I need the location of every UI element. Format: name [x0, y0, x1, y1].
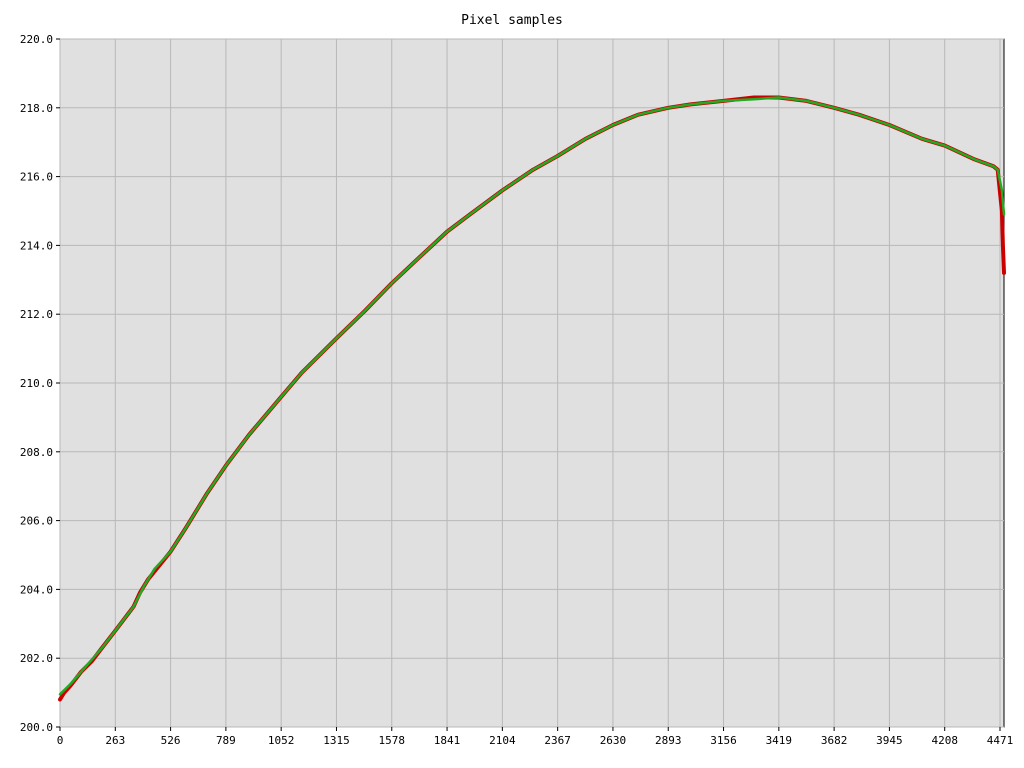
x-tick-label: 1578: [379, 734, 406, 747]
y-tick-label: 200.0: [20, 721, 53, 734]
y-tick-label: 208.0: [20, 446, 53, 459]
chart-title: Pixel samples: [461, 13, 563, 28]
series-group: [58, 95, 1006, 702]
y-tick-label: 210.0: [20, 377, 53, 390]
x-tick-label: 3682: [821, 734, 848, 747]
x-tick-label: 526: [161, 734, 181, 747]
y-tick-label: 212.0: [20, 308, 53, 321]
x-tick-label: 4471: [987, 734, 1014, 747]
x-tick-label: 4208: [931, 734, 958, 747]
y-tick-label: 214.0: [20, 239, 53, 252]
x-tick-label: 1052: [268, 734, 295, 747]
x-tick-label: 2367: [544, 734, 571, 747]
y-tick-label: 202.0: [20, 652, 53, 665]
x-tick-label: 3419: [766, 734, 793, 747]
y-tick-label: 218.0: [20, 102, 53, 115]
x-tick-label: 1841: [434, 734, 461, 747]
x-tick-label: 3156: [710, 734, 737, 747]
x-tick-label: 263: [105, 734, 125, 747]
x-tick-label: 2630: [600, 734, 627, 747]
y-tick-label: 216.0: [20, 171, 53, 184]
x-tick-label: 2893: [655, 734, 682, 747]
x-tick-label: 789: [216, 734, 236, 747]
y-tick-label: 220.0: [20, 33, 53, 46]
x-axis: 0 263 526 789 1052 1315 1578 1841 2104 2367 2630 28…: [57, 727, 1014, 747]
y-tick-label: 206.0: [20, 515, 53, 528]
series-line-smoothed: [58, 96, 1006, 696]
x-tick-label: 0: [57, 734, 64, 747]
x-tick-label: 2104: [489, 734, 516, 747]
y-tick-label: 204.0: [20, 583, 53, 596]
y-axis: 200.0 202.0 204.0 206.0 208.0 210.0 212.0 214.0…: [20, 33, 60, 734]
x-tick-label: 1315: [323, 734, 350, 747]
x-tick-label: 3945: [876, 734, 903, 747]
